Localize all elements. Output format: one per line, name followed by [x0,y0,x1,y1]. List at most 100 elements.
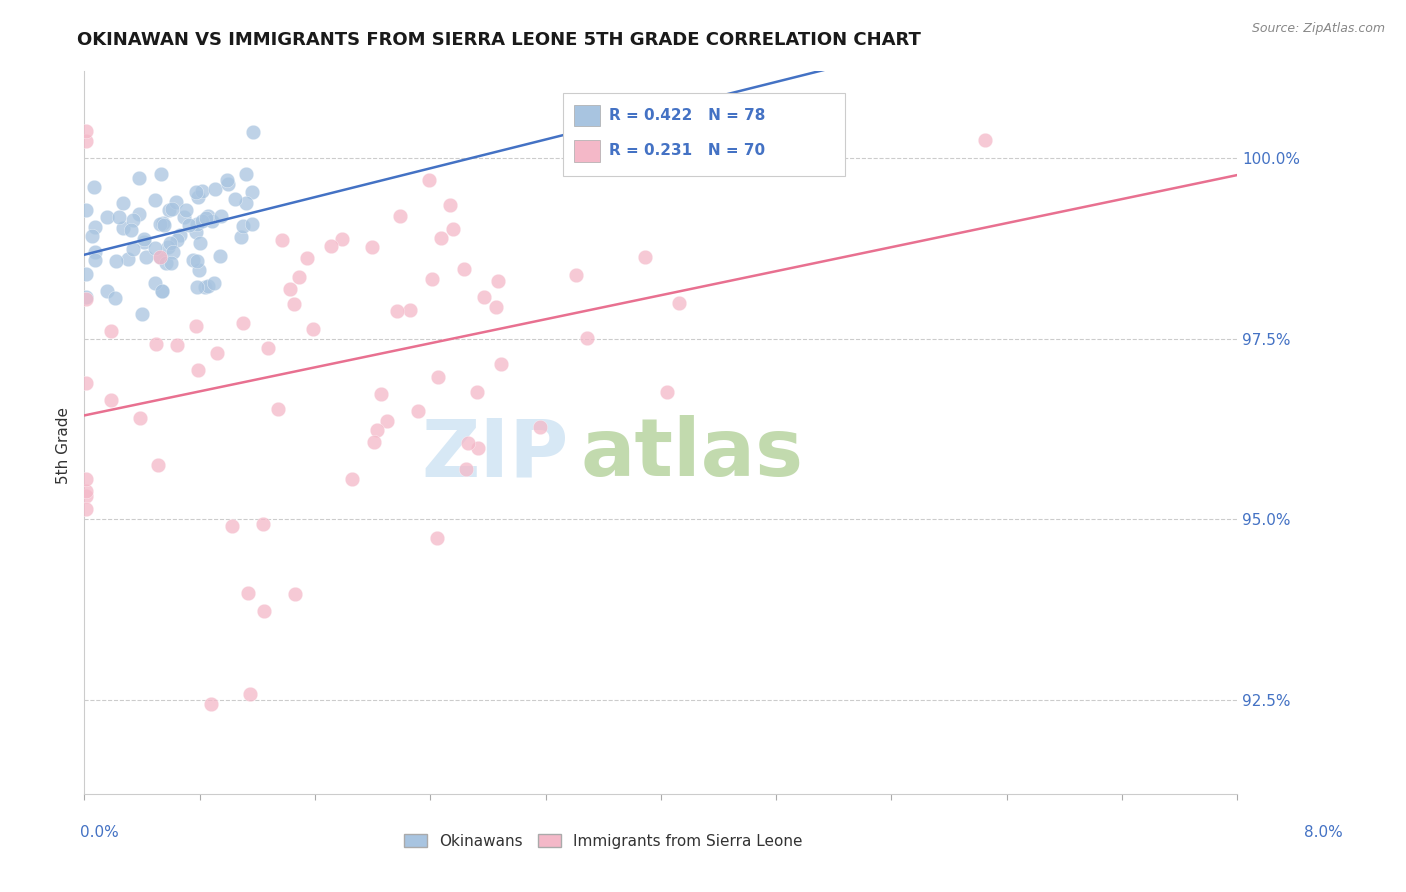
Point [122,213,145,227]
Point [370,387,392,401]
Point [385,304,408,318]
Point [143,241,166,255]
Point [128,411,150,425]
Point [252,517,274,532]
Text: 8.0%: 8.0% [1303,825,1343,840]
Point [366,424,388,438]
Point [162,202,184,216]
Point [208,249,231,263]
Point [363,435,385,450]
Point [177,219,200,233]
Point [187,363,209,377]
Point [157,240,180,254]
Point [575,331,598,345]
Point [100,324,122,338]
Point [202,276,225,290]
Point [191,214,214,228]
Point [430,231,453,245]
Point [439,198,461,212]
Point [148,458,170,472]
Point [221,519,243,533]
Text: R = 0.422   N = 78: R = 0.422 N = 78 [609,108,765,123]
Point [634,250,657,264]
Point [388,209,411,223]
Point [104,291,127,305]
Point [467,441,489,455]
Point [75,376,97,390]
Point [194,279,217,293]
Point [128,170,150,185]
Point [184,225,207,239]
Point [166,233,188,247]
Point [75,267,97,281]
Point [143,277,166,291]
Text: atlas: atlas [581,416,803,493]
Point [111,195,134,210]
Legend: Okinawans, Immigrants from Sierra Leone: Okinawans, Immigrants from Sierra Leone [398,828,808,855]
Point [148,217,170,231]
Point [657,385,679,400]
Point [152,218,174,232]
Point [188,263,211,277]
Text: Source: ZipAtlas.com: Source: ZipAtlas.com [1251,22,1385,36]
Point [186,319,208,334]
Point [257,342,280,356]
Point [173,210,195,224]
Point [486,274,509,288]
Point [319,239,342,253]
Point [174,202,197,217]
Point [204,182,226,196]
Point [83,219,105,234]
Point [485,300,508,314]
Point [302,322,325,336]
Point [441,221,464,235]
Point [406,404,429,418]
Point [162,244,184,259]
Point [232,219,254,233]
Point [165,194,187,209]
Point [278,282,301,296]
Point [194,211,217,226]
Point [184,185,207,199]
Point [453,262,475,277]
Bar [575,140,600,161]
Point [240,185,263,199]
Point [128,207,150,221]
Point [143,193,166,207]
Point [82,228,104,243]
Point [489,357,512,371]
Point [427,369,450,384]
Point [145,337,167,351]
Point [188,236,211,251]
Point [83,180,105,194]
Point [152,284,174,298]
Point [159,255,181,269]
Point [75,292,97,306]
Point [239,687,262,701]
Point [152,215,174,229]
Point [330,232,353,246]
Point [135,250,157,264]
Point [117,252,139,266]
Point [149,167,172,181]
Point [100,393,122,408]
Point [96,285,118,299]
Point [186,279,208,293]
Point [297,252,319,266]
Point [283,297,305,311]
Point [186,254,208,268]
Point [217,177,239,191]
Point [197,209,219,223]
Point [104,254,127,268]
Point [287,270,309,285]
Point [205,345,228,359]
Point [668,295,690,310]
Point [426,531,449,545]
Point [83,245,105,260]
Point [169,227,191,242]
FancyBboxPatch shape [562,93,845,176]
Point [75,502,97,516]
Text: 0.0%: 0.0% [80,825,120,840]
Text: 5th Grade: 5th Grade [56,408,70,484]
Point [271,233,294,247]
